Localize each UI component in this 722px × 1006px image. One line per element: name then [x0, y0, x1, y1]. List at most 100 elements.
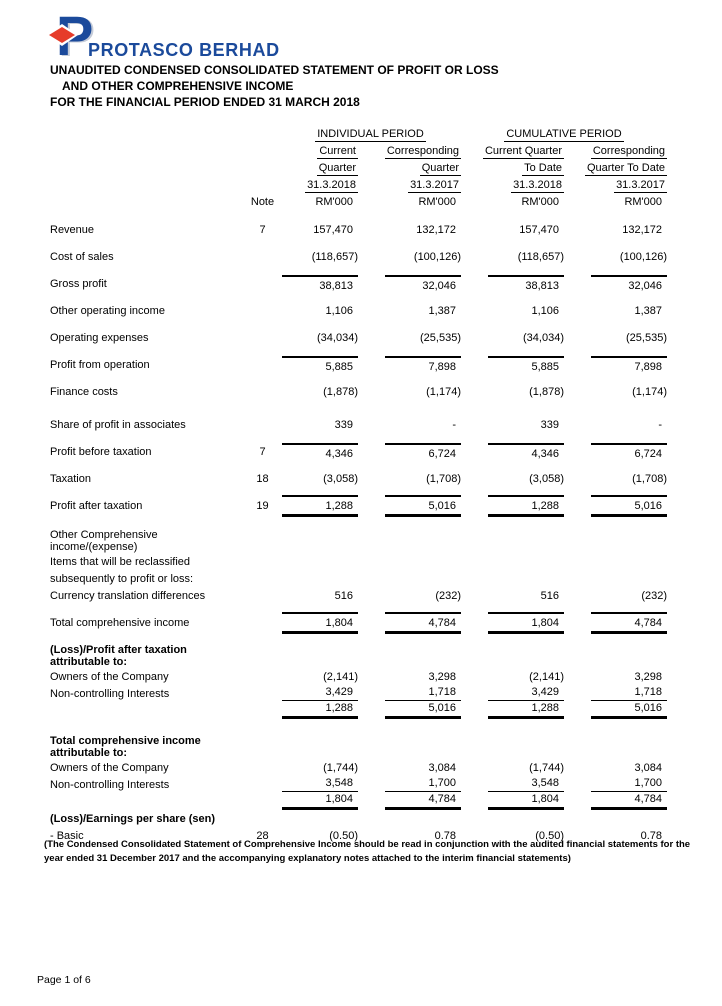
row-value: - — [658, 418, 662, 431]
row-note: 28 — [256, 829, 269, 842]
row-note — [245, 668, 280, 685]
row-value: 157,470 — [313, 223, 353, 236]
spacer-row — [50, 208, 667, 216]
row-value: 1,700 — [358, 776, 461, 793]
row-label: Items that will be reclassified — [50, 555, 190, 568]
table-row: Currency translation differences 516 (232)… — [50, 587, 667, 604]
row-value: 516 — [540, 589, 559, 602]
row-note — [245, 644, 280, 668]
company-logo: P PROTASCO BERHAD — [46, 6, 308, 66]
row-note — [245, 351, 280, 378]
row-value: 1,804 — [280, 793, 358, 810]
row-label: Owners of the Company — [50, 670, 169, 683]
row-value: (232) — [641, 589, 667, 602]
row-value: (2,141) — [529, 670, 564, 683]
row-value: 5,016 — [358, 702, 461, 719]
row-value: (100,126) — [413, 250, 461, 263]
row-value: 132,172 — [416, 223, 456, 236]
row-value: 1,804 — [461, 793, 564, 810]
row-value — [280, 553, 358, 570]
column-header-row: Quarter Quarter To Date Quarter To Date — [50, 157, 667, 176]
table-row: Revenue 7 157,470 132,172 157,470 132,172 — [50, 216, 667, 243]
row-value: 0.78 — [640, 829, 662, 842]
row-value: 3,429 — [280, 685, 358, 702]
row-note: 19 — [256, 499, 269, 512]
row-note — [245, 685, 280, 702]
row-value: 1,288 — [280, 492, 358, 519]
row-note — [245, 378, 280, 405]
row-note — [245, 553, 280, 570]
row-value: (34,034) — [523, 331, 564, 344]
row-value — [564, 810, 667, 827]
row-value: 1,288 — [280, 702, 358, 719]
row-value: (118,657) — [311, 250, 358, 263]
row-value: 3,084 — [428, 761, 456, 774]
row-value: - — [452, 418, 456, 431]
row-label — [50, 702, 245, 719]
row-note — [245, 776, 280, 793]
row-value — [358, 735, 461, 759]
title-line-3: FOR THE FINANCIAL PERIOD ENDED 31 MARCH … — [50, 95, 360, 109]
row-value: 6,724 — [564, 438, 667, 465]
row-label: Owners of the Company — [50, 761, 169, 774]
row-value: (118,657) — [517, 250, 564, 263]
col-header-date: 31.3.2017 — [408, 179, 461, 193]
col-header-date: 31.3.2018 — [305, 179, 358, 193]
row-value — [280, 810, 358, 827]
row-value: 339 — [334, 418, 353, 431]
row-value — [358, 810, 461, 827]
row-label: Taxation — [50, 472, 91, 485]
row-value: 32,046 — [358, 270, 461, 297]
row-value: 38,813 — [461, 270, 564, 297]
row-note — [245, 411, 280, 438]
group-header-row: INDIVIDUAL PERIOD CUMULATIVE PERIOD — [50, 120, 667, 142]
row-label: Currency translation differences — [50, 589, 206, 602]
row-value: 3,548 — [461, 776, 564, 793]
row-value — [564, 529, 667, 553]
row-value: (1,878) — [323, 385, 358, 398]
footnote-line-2: year ended 31 December 2017 and the acco… — [44, 852, 571, 864]
statement-title: UNAUDITED CONDENSED CONSOLIDATED STATEME… — [50, 62, 499, 110]
row-value: 3,298 — [428, 670, 456, 683]
row-value: (1,878) — [529, 385, 564, 398]
col-header: Quarter To Date — [584, 162, 667, 176]
group-header-individual-period: INDIVIDUAL PERIOD — [315, 128, 426, 142]
row-value — [358, 570, 461, 587]
row-value: 32,046 — [564, 270, 667, 297]
row-value: 3,548 — [280, 776, 358, 793]
table-row: Other Comprehensive income/(expense) — [50, 529, 667, 553]
row-value: 4,784 — [564, 609, 667, 636]
table-row: Gross profit 38,813 32,046 38,813 32,046 — [50, 270, 667, 297]
row-note — [245, 570, 280, 587]
row-value: (1,744) — [529, 761, 564, 774]
table-row: Profit after taxation 19 1,288 5,016 1,288 5,… — [50, 492, 667, 519]
page-number: Page 1 of 6 — [37, 974, 91, 986]
row-value: 38,813 — [280, 270, 358, 297]
table-row: Cost of sales (118,657) (100,126) (118,657)… — [50, 243, 667, 270]
unit-label: RM'000 — [315, 196, 353, 208]
row-value — [461, 644, 564, 668]
table-row: Non-controlling Interests 3,429 1,718 3,429… — [50, 685, 667, 702]
row-value: 7,898 — [564, 351, 667, 378]
table-row: Profit before taxation 7 4,346 6,724 4,346 6,… — [50, 438, 667, 465]
title-line-2: AND OTHER COMPREHENSIVE INCOME — [62, 79, 294, 93]
company-name: PROTASCO BERHAD — [88, 40, 280, 60]
row-value: (232) — [435, 589, 461, 602]
row-value: (1,174) — [426, 385, 461, 398]
row-value: (1,174) — [632, 385, 667, 398]
row-label: Non-controlling Interests — [50, 687, 170, 700]
row-value: 1,718 — [564, 685, 667, 702]
row-note: 7 — [259, 223, 266, 236]
row-note — [245, 324, 280, 351]
table-row: Items that will be reclassified — [50, 553, 667, 570]
column-header-row: Current Corresponding Current Quarter Co… — [50, 140, 667, 159]
row-note: 7 — [259, 445, 266, 458]
row-value: 5,885 — [280, 351, 358, 378]
row-value: 5,016 — [564, 702, 667, 719]
row-value — [461, 553, 564, 570]
row-value: 4,346 — [461, 438, 564, 465]
row-value: 516 — [334, 589, 353, 602]
row-label: Cost of sales — [50, 250, 114, 263]
table-row: (Loss)/Profit after taxation attributabl… — [50, 644, 667, 668]
row-value: 1,288 — [461, 702, 564, 719]
